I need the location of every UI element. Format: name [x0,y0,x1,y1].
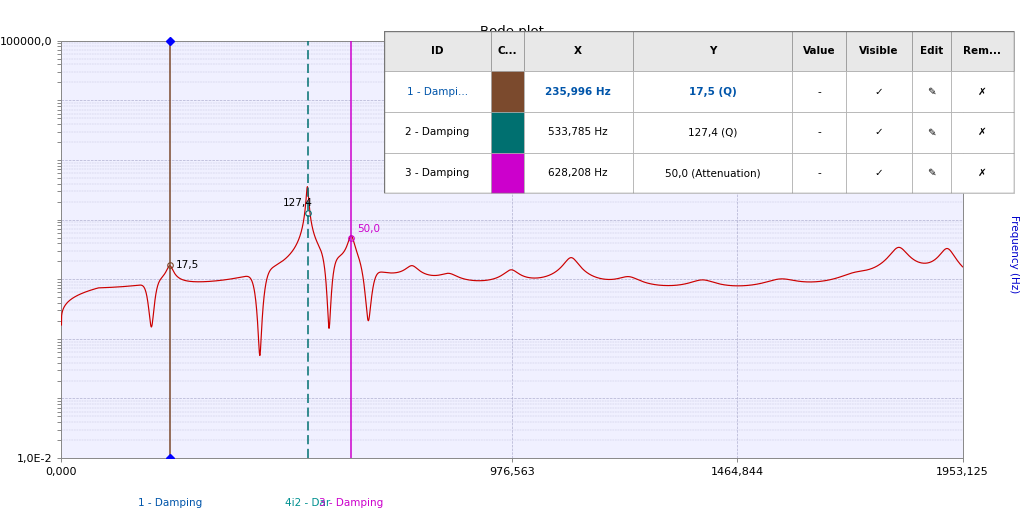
Text: 1 - Damping: 1 - Damping [138,498,203,508]
Text: 4i2 - Dar: 4i2 - Dar [285,498,331,508]
Text: 3 - Damping: 3 - Damping [319,498,383,508]
Text: 17,5: 17,5 [176,260,199,270]
Text: Frequency (Hz): Frequency (Hz) [1009,215,1019,294]
Text: 50,0: 50,0 [356,224,380,234]
Title: Bode plot: Bode plot [480,25,544,38]
Text: 127,4: 127,4 [283,198,312,208]
